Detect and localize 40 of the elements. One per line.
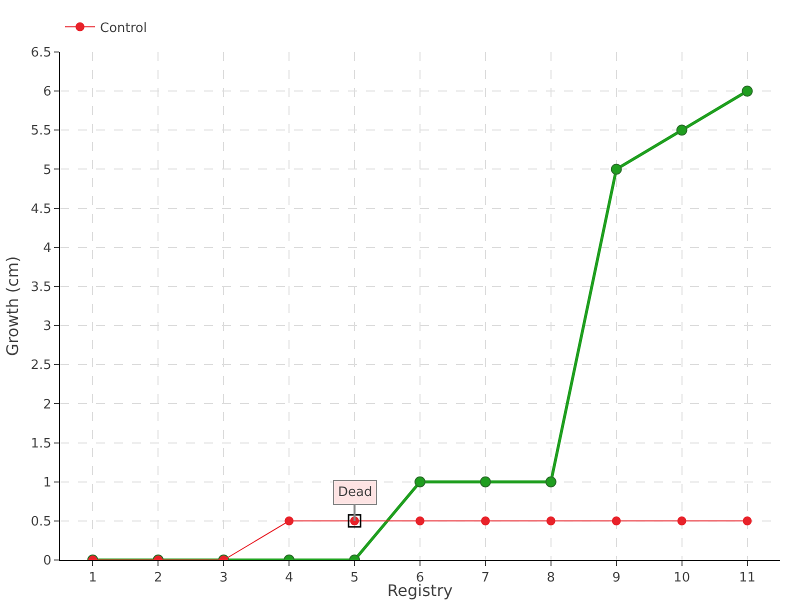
x-tick-label: 4: [284, 570, 294, 586]
y-tick-label: 6: [43, 84, 52, 100]
point: [416, 516, 424, 526]
point: [546, 516, 556, 526]
point: [610, 164, 622, 175]
y-tick-label: 6.5: [30, 46, 52, 61]
point: [612, 516, 621, 526]
point: [742, 516, 752, 526]
x-tick-label: 2: [154, 570, 162, 586]
legend-label: Control: [100, 20, 147, 36]
y-tick-label: 1.5: [30, 436, 52, 452]
x-tick-label: 5: [350, 570, 359, 586]
x-tick-label: 1: [88, 570, 97, 586]
y-axis-title: Growth (cm): [3, 256, 22, 356]
y-tick-label: 1: [43, 475, 52, 490]
y-tick-label: 0.5: [30, 514, 52, 530]
y-tick-label: 0: [43, 554, 52, 569]
x-tick-label: 3: [220, 570, 228, 586]
x-tick-label: 8: [546, 570, 556, 586]
x-tick-label: 7: [481, 570, 490, 586]
point: [480, 476, 491, 488]
y-tick-label: 4: [43, 240, 52, 256]
y-tick-label: 3.5: [30, 280, 52, 296]
y-tick-label: 4.5: [30, 202, 52, 217]
point: [545, 476, 556, 488]
y-tick-label: 2: [43, 397, 52, 412]
y-tick-label: 2.5: [30, 358, 52, 374]
annotation: Dead: [338, 485, 372, 500]
y-tick-label: 5.5: [30, 124, 52, 139]
point: [480, 516, 490, 526]
y-tick-label: 5: [43, 162, 52, 178]
point: [284, 516, 294, 526]
point: [414, 476, 426, 488]
point: [677, 516, 686, 526]
point: [676, 124, 688, 136]
x-tick-label: 10: [674, 570, 690, 586]
x-tick-label: 11: [738, 570, 756, 586]
x-tick-label: 9: [612, 570, 620, 586]
y-tick-label: 3: [43, 319, 52, 334]
point: [742, 86, 753, 97]
